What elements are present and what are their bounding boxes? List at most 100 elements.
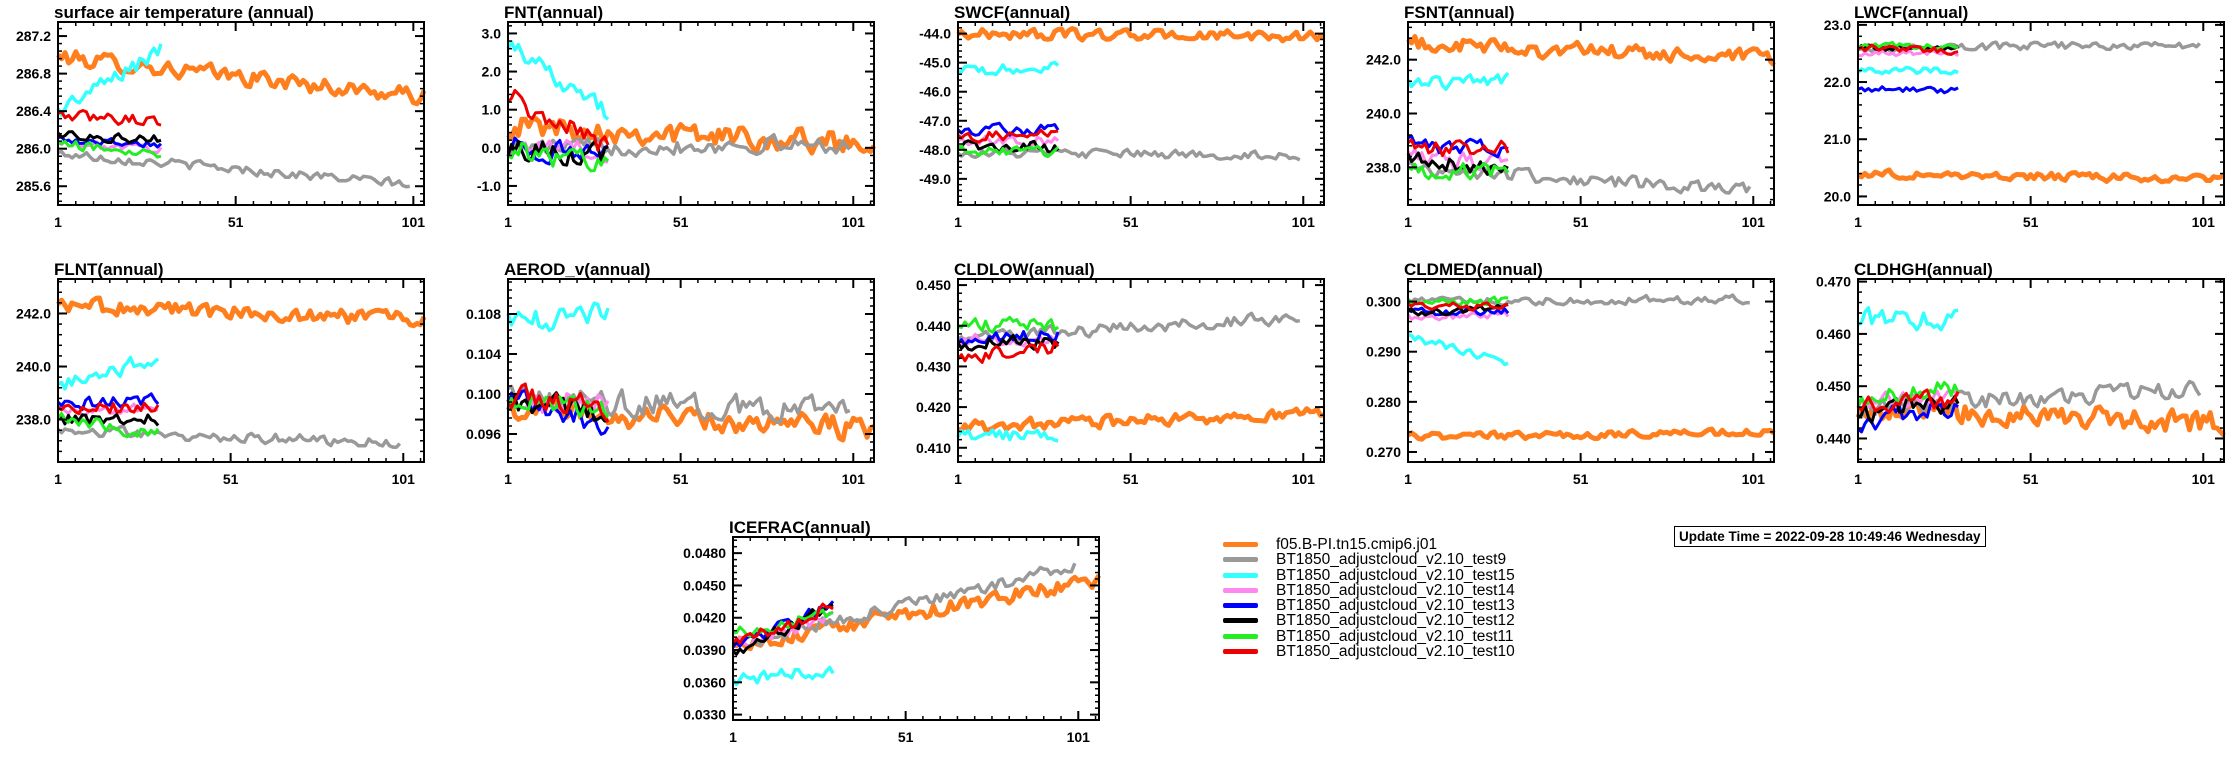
chart-panel-3: SWCF(annual) 1 51 101 -49.0 -48.0 -47.0 -46.0 -4…: [898, 4, 1344, 255]
y-tick-label: 2.0: [482, 64, 502, 80]
series-line-8: [1407, 138, 1510, 158]
chart-panel-8: CLDLOW(annual) 1 51 101 0.410 0.420 0.430 0.440…: [898, 261, 1344, 512]
chart-title: CLDMED(annual): [1404, 260, 1543, 279]
series-line-8: [731, 602, 834, 645]
y-tick-label: 0.100: [466, 386, 501, 402]
chart-panel-2: FNT(annual) 1 51 101 -1.0 0.0 1.0 2.0 3.0: [448, 4, 894, 255]
series-line-8: [1407, 301, 1509, 312]
series-line-6: [56, 130, 162, 144]
y-tick-label: 0.0330: [683, 707, 726, 723]
x-tick-label: 101: [1742, 214, 1766, 230]
plot-frame: [1857, 21, 2225, 206]
series-line-4: [1857, 49, 1960, 58]
legend-swatch: [1223, 603, 1258, 609]
series-line-6: [57, 412, 160, 427]
legend-swatch: [1223, 618, 1258, 624]
series-line-8: [956, 340, 1060, 364]
y-tick-label: 238.0: [1366, 159, 1401, 175]
chart-svg: 1 51 101 285.6 286.0 286.4 286.8 287.2: [16, 21, 427, 230]
plot-frame: [1407, 278, 1775, 463]
x-tick-label: 101: [1292, 471, 1316, 487]
series-line-1: [56, 49, 427, 107]
x-tick-label: 51: [2023, 214, 2039, 230]
series-line-7: [1407, 161, 1510, 181]
chart-panel-9: CLDMED(annual) 1 51 101 0.270 0.280 0.290 0.300: [1348, 261, 1794, 512]
x-tick-label: 1: [729, 729, 737, 745]
series-line-5: [956, 330, 1060, 347]
x-tick-label: 101: [402, 214, 426, 230]
y-tick-label: 242.0: [16, 305, 51, 321]
series-line-3: [1856, 65, 1959, 76]
series-line-3: [731, 665, 835, 687]
y-tick-label: 0.290: [1366, 344, 1401, 360]
y-tick-label: 0.0390: [683, 642, 726, 658]
chart-panel-6: FLNT(annual) 1 51 101 238.0 240.0 242.0: [0, 261, 444, 512]
y-tick-label: 0.410: [916, 440, 951, 456]
x-tick-label: 101: [2192, 214, 2216, 230]
legend-label: BT1850_adjustcloud_v2.10_test13: [1276, 597, 1515, 615]
x-tick-label: 1: [504, 471, 512, 487]
legend-swatch: [1223, 649, 1258, 655]
y-tick-label: 0.440: [1816, 430, 1851, 446]
y-tick-label: -47.0: [919, 113, 951, 129]
y-tick-label: -1.0: [477, 178, 501, 194]
x-tick-label: 51: [898, 729, 914, 745]
x-tick-label: 101: [842, 471, 866, 487]
y-tick-label: 0.0360: [683, 674, 726, 690]
chart-svg: 1 51 101 0.0330 0.0360 0.0390 0.0420 0.0450 0.04…: [683, 536, 1102, 745]
chart-svg: 1 51 101 0.440 0.450 0.460 0.470: [1816, 274, 2226, 487]
series-line-7: [56, 412, 160, 439]
series-line-5: [1407, 306, 1510, 317]
legend-swatch: [1223, 587, 1258, 593]
legend-swatch: [1223, 572, 1258, 578]
chart-title: SWCF(annual): [954, 3, 1071, 22]
legend-label: f05.B-PI.tn15.cmip6.j01: [1276, 536, 1438, 553]
series-line-3: [957, 60, 1060, 77]
y-tick-label: 240.0: [1366, 106, 1401, 122]
chart-panel-11: ICEFRAC(annual) 1 51 101 0.0330 0.0360 0.0390 0…: [673, 519, 1119, 770]
chart-title: AEROD_v(annual): [504, 260, 651, 279]
series-line-3: [506, 40, 610, 121]
series-line-1: [1855, 397, 2226, 438]
plot-frame: [507, 21, 875, 206]
series-line-2: [56, 424, 402, 449]
y-tick-label: 0.300: [1366, 294, 1401, 310]
y-tick-label: -49.0: [919, 171, 951, 187]
series-line-6: [1407, 302, 1509, 317]
series-line-8: [506, 382, 610, 424]
y-tick-label: 286.4: [16, 103, 51, 119]
series-line-1: [1857, 167, 2226, 185]
legend-label: BT1850_adjustcloud_v2.10_test14: [1276, 581, 1515, 599]
y-tick-label: 0.430: [916, 358, 951, 374]
x-tick-label: 1: [1404, 214, 1412, 230]
y-tick-label: 0.108: [466, 306, 501, 322]
x-tick-label: 51: [228, 214, 244, 230]
y-tick-label: 22.0: [1824, 74, 1851, 90]
y-tick-label: 23.0: [1824, 17, 1851, 33]
chart-title: FNT(annual): [504, 3, 604, 22]
update-time-box: Update Time = 2022-09-28 10:49:46 Wednes…: [1674, 526, 1986, 547]
x-tick-label: 101: [1742, 471, 1766, 487]
series-line-2: [506, 132, 851, 159]
y-tick-label: 240.0: [16, 359, 51, 375]
chart-svg: 1 51 101 238.0 240.0 242.0: [16, 278, 427, 487]
x-tick-label: 101: [842, 214, 866, 230]
series-line-2: [57, 149, 410, 189]
chart-svg: 1 51 101 0.096 0.100 0.104 0.108: [466, 278, 875, 487]
y-tick-label: 0.0450: [683, 577, 726, 593]
chart-title: CLDHGH(annual): [1854, 260, 1993, 279]
x-tick-label: 101: [1067, 729, 1091, 745]
legend-swatch: [1223, 542, 1258, 547]
series-line-5: [1857, 85, 1959, 95]
series-line-5: [506, 388, 610, 436]
series-line-1: [956, 26, 1326, 44]
y-tick-label: 0.440: [916, 318, 951, 334]
y-tick-label: 21.0: [1824, 131, 1851, 147]
series-line-6: [1406, 151, 1509, 176]
y-tick-label: -46.0: [919, 84, 951, 100]
y-tick-label: 0.450: [916, 277, 951, 293]
series-line-1: [1406, 426, 1776, 442]
chart-title: FLNT(annual): [54, 260, 164, 279]
y-tick-label: 0.270: [1366, 444, 1401, 460]
legend-label: BT1850_adjustcloud_v2.10_test15: [1276, 566, 1515, 584]
